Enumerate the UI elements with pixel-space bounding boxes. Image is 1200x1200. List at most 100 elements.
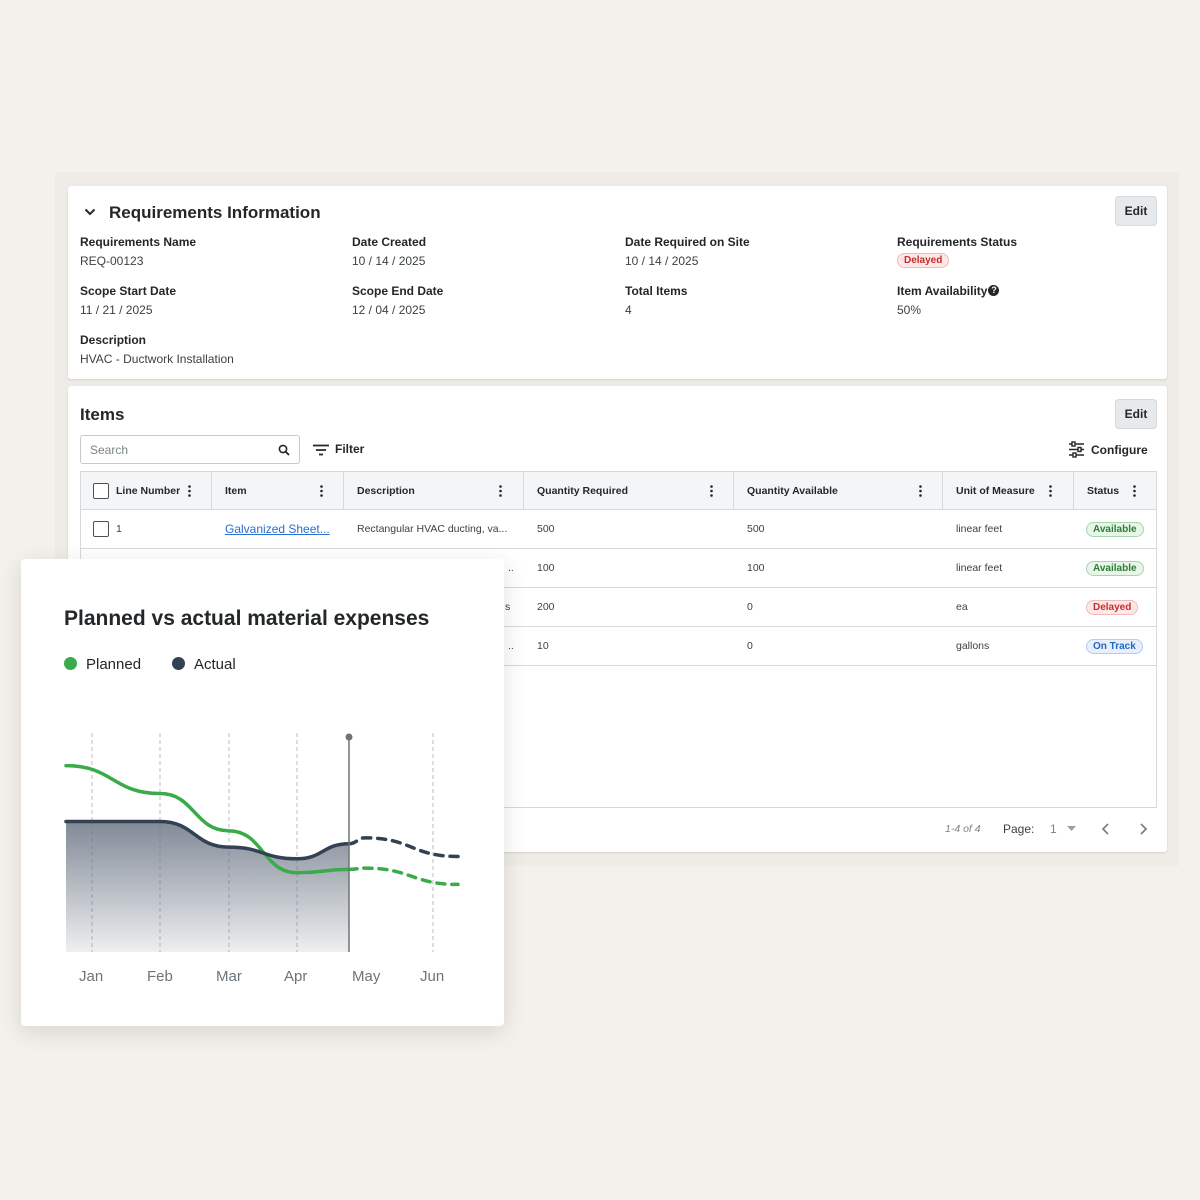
table-header: Line Number Item Description Quantity Re…	[81, 472, 1156, 510]
cell-description: s	[505, 601, 511, 613]
kebab-icon[interactable]	[1133, 485, 1136, 497]
total-items-value: 4	[625, 303, 632, 317]
col-unit[interactable]: Unit of Measure	[943, 472, 1074, 510]
cell-unit: gallons	[956, 640, 990, 652]
filter-label: Filter	[335, 442, 365, 456]
x-tick-label: Feb	[147, 968, 173, 985]
availability-label: Item Availability?	[897, 284, 1000, 298]
col-qty-required[interactable]: Quantity Required	[524, 472, 734, 510]
cell-qty-available: 0	[747, 601, 753, 613]
pager-range: 1-4 of 4	[945, 823, 981, 835]
date-required-label: Date Required on Site	[625, 235, 750, 249]
availability-value: 50%	[897, 303, 922, 317]
kebab-icon[interactable]	[499, 485, 502, 497]
requirements-title: Requirements Information	[109, 203, 321, 222]
series-actual-forecast-line	[347, 836, 460, 859]
series-planned-line	[64, 763, 351, 875]
configure-label: Configure	[1091, 443, 1148, 457]
col-line-number[interactable]: Line Number	[81, 472, 212, 510]
configure-icon	[1069, 441, 1084, 458]
kebab-icon[interactable]	[710, 485, 713, 497]
col-item[interactable]: Item	[212, 472, 344, 510]
cell-qty-available: 500	[747, 523, 765, 535]
col-item-label: Item	[225, 485, 247, 497]
status-badge: Available	[1086, 522, 1144, 537]
chart-title: Planned vs actual material expenses	[64, 607, 430, 630]
description-label: Description	[80, 333, 147, 347]
scope-end-value: 12 / 04 / 2025	[352, 303, 426, 317]
configure-button[interactable]: Configure	[1068, 441, 1148, 458]
filter-button[interactable]: Filter	[313, 442, 364, 456]
col-status-label: Status	[1087, 485, 1120, 497]
cell-unit: ea	[956, 601, 968, 613]
cell-qty-available: 0	[747, 640, 753, 652]
page-select-value: 1	[1050, 822, 1057, 836]
scope-end-label: Scope End Date	[352, 284, 444, 298]
col-unit-label: Unit of Measure	[956, 485, 1035, 497]
legend-actual-label: Actual	[194, 656, 236, 673]
legend-planned: Planned	[64, 656, 141, 673]
x-tick-label: May	[352, 968, 381, 985]
kebab-icon[interactable]	[320, 485, 323, 497]
series-actual-area	[66, 821, 349, 952]
kebab-icon[interactable]	[188, 485, 191, 497]
availability-label-text: Item Availability	[897, 284, 988, 298]
req-status-label: Requirements Status	[897, 235, 1018, 249]
select-all-checkbox[interactable]	[93, 483, 109, 499]
cell-description: ..	[508, 562, 514, 574]
pager-label: Page:	[1003, 822, 1035, 836]
scope-start-label: Scope Start Date	[80, 284, 177, 298]
cell-description: Rectangular HVAC ducting, va...	[357, 523, 508, 535]
total-items-label: Total Items	[625, 284, 688, 298]
kebab-icon[interactable]	[919, 485, 922, 497]
filter-icon	[313, 444, 329, 456]
scope-start-value: 11 / 21 / 2025	[80, 303, 153, 317]
req-status-badge: Delayed	[897, 253, 950, 268]
description-value: HVAC - Ductwork Installation	[80, 352, 234, 366]
page-select[interactable]: 1	[1050, 822, 1076, 836]
chevron-right-icon[interactable]	[1137, 823, 1149, 835]
x-tick-label: Apr	[284, 968, 308, 985]
search-icon[interactable]	[278, 444, 290, 456]
search-input[interactable]: Search	[80, 435, 300, 464]
today-marker-dot	[345, 733, 353, 741]
date-created-value: 10 / 14 / 2025	[352, 254, 426, 268]
chevron-down-icon[interactable]	[84, 206, 96, 218]
help-icon[interactable]: ?	[988, 285, 1000, 296]
date-created-label: Date Created	[352, 235, 427, 249]
cell-item-link[interactable]: Galvanized Sheet...	[225, 522, 330, 536]
table-row[interactable]: .. 100 100 linear feet Available	[81, 549, 1156, 588]
col-status[interactable]: Status	[1074, 472, 1156, 510]
cell-qty-required: 100	[537, 562, 555, 574]
cell-qty-available: 100	[747, 562, 765, 574]
chart-plot	[64, 733, 460, 952]
x-tick-label: Mar	[216, 968, 242, 985]
kebab-icon[interactable]	[1049, 485, 1052, 497]
search-placeholder: Search	[90, 443, 129, 457]
col-description[interactable]: Description	[344, 472, 524, 510]
x-tick-label: Jan	[79, 968, 104, 985]
legend-actual-dot	[172, 657, 185, 670]
chevron-left-icon[interactable]	[1100, 823, 1112, 835]
table-row[interactable]: .. 10 0 gallons On Track	[81, 627, 1156, 666]
legend-planned-label: Planned	[86, 656, 142, 673]
x-tick-label: Jun	[420, 968, 445, 985]
status-badge: Available	[1086, 561, 1144, 576]
cell-unit: linear feet	[956, 523, 1003, 535]
items-edit-button[interactable]: Edit	[1115, 399, 1157, 429]
cell-qty-required: 200	[537, 601, 555, 613]
row-checkbox[interactable]	[93, 521, 109, 537]
cell-unit: linear feet	[956, 562, 1003, 574]
table-row[interactable]: 1 Galvanized Sheet... Rectangular HVAC d…	[81, 510, 1156, 549]
legend-actual: Actual	[172, 656, 236, 673]
cell-qty-required: 10	[537, 640, 549, 652]
col-qty-required-label: Quantity Required	[537, 485, 629, 497]
requirements-card	[68, 186, 1167, 379]
items-title: Items	[80, 405, 125, 424]
requirements-edit-button[interactable]: Edit	[1115, 196, 1157, 226]
table-row[interactable]: s 200 0 ea Delayed	[81, 588, 1156, 627]
series-actual-line	[64, 819, 351, 861]
col-qty-available[interactable]: Quantity Available	[734, 472, 943, 510]
cell-line: 1	[116, 523, 122, 535]
req-name-value: REQ-00123	[80, 254, 144, 268]
